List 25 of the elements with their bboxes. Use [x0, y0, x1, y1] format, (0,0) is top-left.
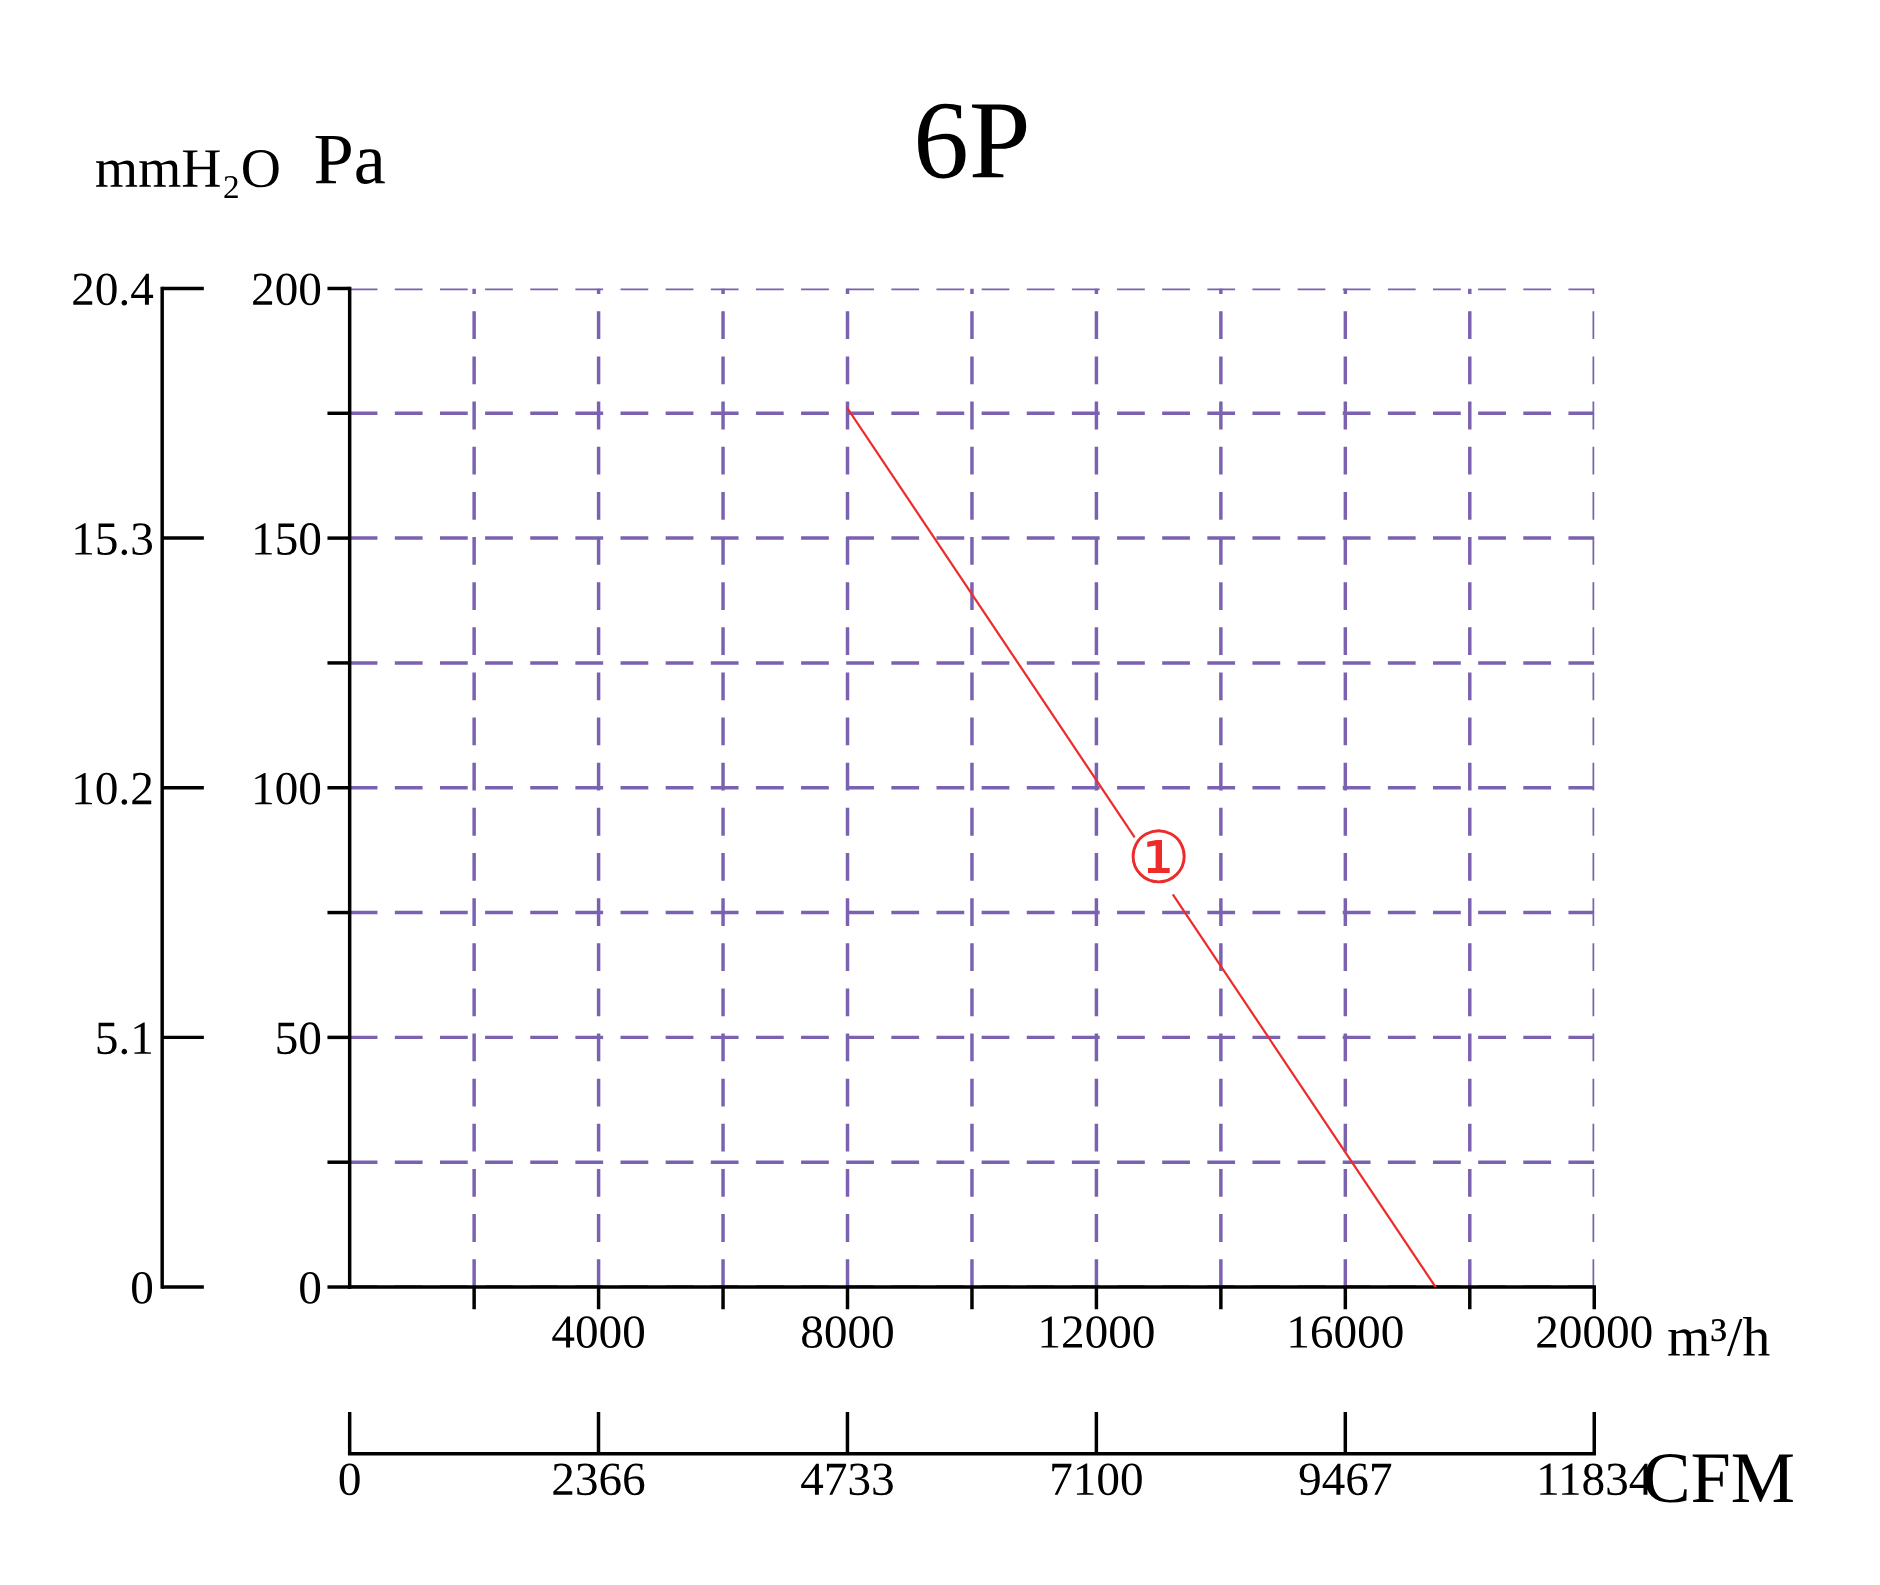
x-tick-label: 16000	[1290, 1316, 1403, 1349]
x-tick-label: 8000	[802, 1316, 893, 1349]
y2-tick-label: 5.1	[97, 1022, 152, 1055]
x-tick-label: 20000	[1537, 1316, 1652, 1349]
x2-tick-label: 7100	[1052, 1463, 1142, 1496]
x2-tick-label: 4733	[801, 1463, 893, 1496]
y-tick-label: 0	[300, 1272, 321, 1304]
y-tick-label: 200	[253, 273, 321, 306]
annotation: ①	[1131, 829, 1186, 884]
x2-tick-label: 9467	[1299, 1463, 1392, 1496]
x-axis-title: m³/h	[1668, 1316, 1770, 1357]
y2-tick-label: 0	[132, 1272, 153, 1304]
y2-axis-title: mmH₂O	[96, 149, 279, 199]
y2-tick-label: 20.4	[73, 273, 154, 306]
x2-tick-label: 2366	[553, 1463, 645, 1496]
x2-tick-label: 0	[339, 1463, 360, 1496]
chart-title: 6P	[918, 103, 1027, 179]
x-tick-label: 12000	[1041, 1316, 1154, 1349]
y-axis-title: Pa	[315, 135, 385, 184]
y-tick-label: 50	[277, 1022, 321, 1055]
y-tick-label: 150	[255, 523, 321, 555]
x-tick-label: 4000	[552, 1316, 645, 1349]
y2-tick-label: 15.3	[75, 523, 152, 556]
y-tick-label: 100	[255, 772, 321, 805]
y2-tick-label: 10.2	[75, 772, 152, 805]
